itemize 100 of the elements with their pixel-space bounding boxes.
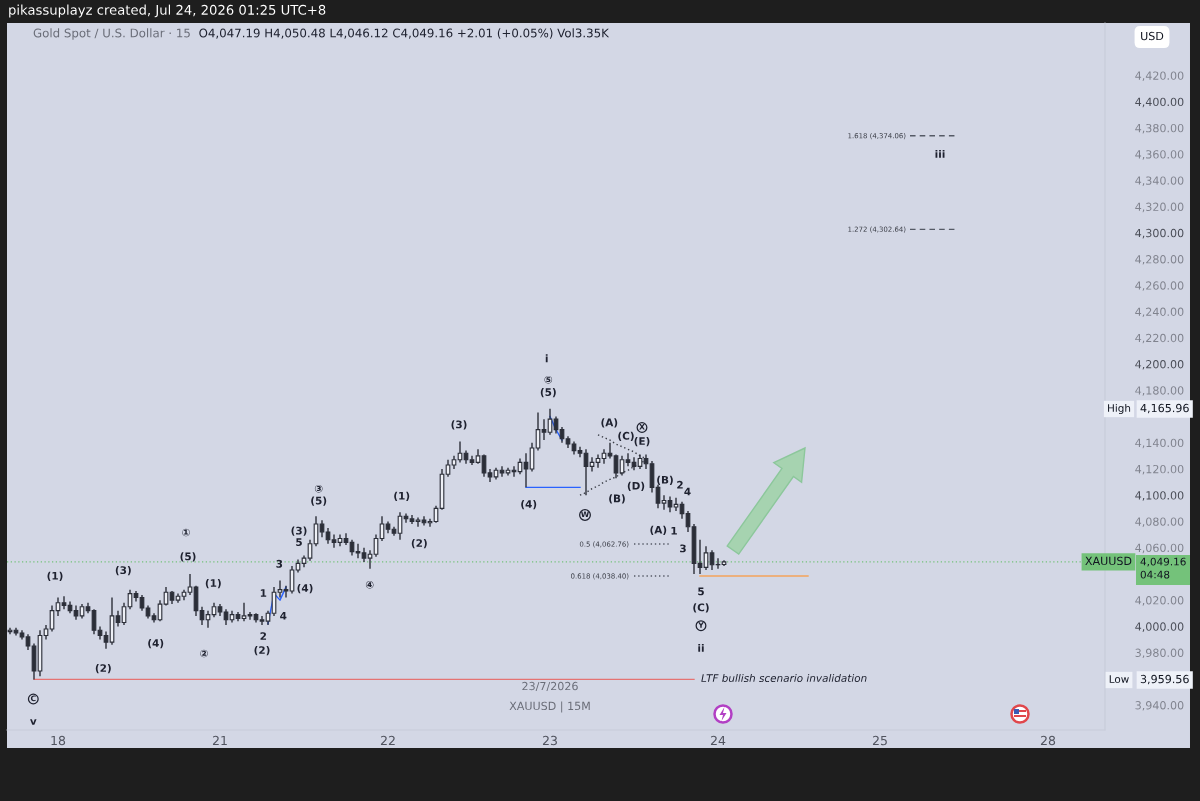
- candlestick: [451, 455, 457, 470]
- annotation: (A): [601, 418, 618, 428]
- y-tick-label: 4,400.00: [1135, 97, 1184, 108]
- candlestick: [355, 543, 361, 559]
- candlestick: [469, 455, 475, 466]
- annotation: v: [30, 719, 37, 725]
- y-tick-label: 4,280.00: [1135, 255, 1184, 265]
- annotation: (1): [205, 578, 221, 589]
- candlestick: [541, 418, 547, 441]
- annotation: LTF bullish scenario invalidation: [701, 673, 867, 683]
- y-tick-label: 4,080.00: [1135, 517, 1184, 527]
- candlestick: [115, 609, 121, 628]
- annotation: (3): [291, 526, 307, 536]
- candlestick: [499, 465, 505, 478]
- text: USD: [1141, 31, 1164, 41]
- y-tick-label: 4,140.00: [1135, 438, 1184, 449]
- annotation: ⑤: [544, 375, 553, 384]
- candlestick: [13, 626, 19, 637]
- candlestick: [25, 633, 31, 651]
- candlestick: [607, 442, 613, 460]
- candlestick: [217, 603, 223, 617]
- y-tick-label: 4,180.00: [1135, 386, 1184, 396]
- candlestick: [103, 630, 109, 650]
- y-tick-label: 4,380.00: [1135, 123, 1184, 134]
- candlestick: [277, 579, 283, 599]
- annotation: 1: [260, 589, 267, 597]
- annotation: (4): [297, 583, 313, 594]
- annotation: ①: [182, 528, 190, 537]
- annotation: 2: [260, 632, 267, 640]
- candlestick: [547, 407, 553, 436]
- candlestick: [421, 515, 427, 527]
- candlestick: [661, 494, 667, 511]
- candlestick: [571, 440, 577, 456]
- candlestick: [673, 497, 679, 512]
- candlestick: [73, 604, 79, 621]
- annotation: XAUUSD | 15M: [509, 701, 590, 713]
- annotation: 4: [684, 487, 691, 496]
- annotation: ③: [314, 484, 323, 493]
- y-tick-label: 3,940.00: [1135, 701, 1184, 711]
- candlestick: [721, 559, 727, 566]
- annotation: (B): [609, 494, 625, 504]
- annotation: (5): [180, 552, 196, 562]
- x-tick-label: 28: [1040, 735, 1056, 746]
- candlestick: [259, 615, 265, 626]
- annotation: (1): [394, 491, 410, 501]
- annotation: (C): [693, 603, 709, 613]
- candlestick: [577, 445, 583, 458]
- x-tick-label: 21: [212, 735, 227, 746]
- candlestick: [361, 546, 367, 563]
- y-tick-label: 4,020.00: [1135, 596, 1184, 606]
- y-tick-label: 4,100.00: [1135, 491, 1184, 501]
- candlestick: [295, 558, 301, 574]
- y-tick-label: 4,120.00: [1135, 464, 1184, 475]
- x-tick-label: 22: [380, 735, 395, 746]
- text: 04:48: [1140, 570, 1170, 579]
- annotation: (E): [634, 436, 650, 447]
- annotation: (4): [521, 499, 537, 510]
- annotation: (A): [650, 525, 667, 535]
- annotation: 5: [296, 538, 302, 547]
- y-tick-label: 4,060.00: [1135, 543, 1184, 554]
- annotation: 4: [280, 611, 287, 620]
- annotation: 23/7/2026: [522, 681, 578, 692]
- annotation: (3): [115, 565, 131, 576]
- annotation: (5): [311, 496, 327, 506]
- candlestick: [409, 514, 415, 525]
- y-tick-label: 4,220.00: [1135, 333, 1184, 344]
- y-tick-label: 4,200.00: [1135, 360, 1184, 370]
- candlestick: [61, 595, 67, 611]
- candlestick: [523, 452, 529, 489]
- candlestick: [475, 448, 481, 463]
- annotation: i: [545, 354, 548, 363]
- candlestick: [625, 452, 631, 468]
- y-tick-label: 4,340.00: [1135, 176, 1184, 186]
- y-tick-label: 4,000.00: [1135, 622, 1184, 632]
- candlestick: [505, 466, 511, 477]
- x-tick-label: 18: [51, 735, 66, 746]
- x-tick-label: 23: [542, 735, 557, 746]
- y-tick-label: 4,260.00: [1135, 281, 1184, 291]
- y-tick-label: 4,320.00: [1135, 202, 1184, 213]
- annotation: ④: [365, 581, 374, 589]
- candlestick: [319, 519, 325, 538]
- annotation: (1): [47, 571, 63, 581]
- text: 3,959.56: [1140, 674, 1189, 685]
- y-tick-label: 4,420.00: [1135, 71, 1184, 81]
- candlestick: [619, 455, 625, 477]
- text: High: [1108, 403, 1131, 415]
- candlestick: [565, 435, 571, 449]
- annotation: ii: [698, 643, 704, 652]
- annotation: 2: [677, 480, 683, 489]
- x-tick-label: 24: [710, 735, 726, 746]
- candlestick: [667, 495, 673, 513]
- candlestick: [283, 585, 289, 599]
- y-tick-label: 4,360.00: [1135, 150, 1184, 160]
- text: Low: [1109, 675, 1129, 684]
- text: 4,049.16: [1140, 557, 1186, 567]
- candlestick: [385, 520, 391, 534]
- y-tick-label: 3,980.00: [1135, 648, 1184, 659]
- x-tick-label: 25: [872, 735, 887, 746]
- annotation: 1: [671, 526, 677, 535]
- candlestick: [241, 602, 247, 622]
